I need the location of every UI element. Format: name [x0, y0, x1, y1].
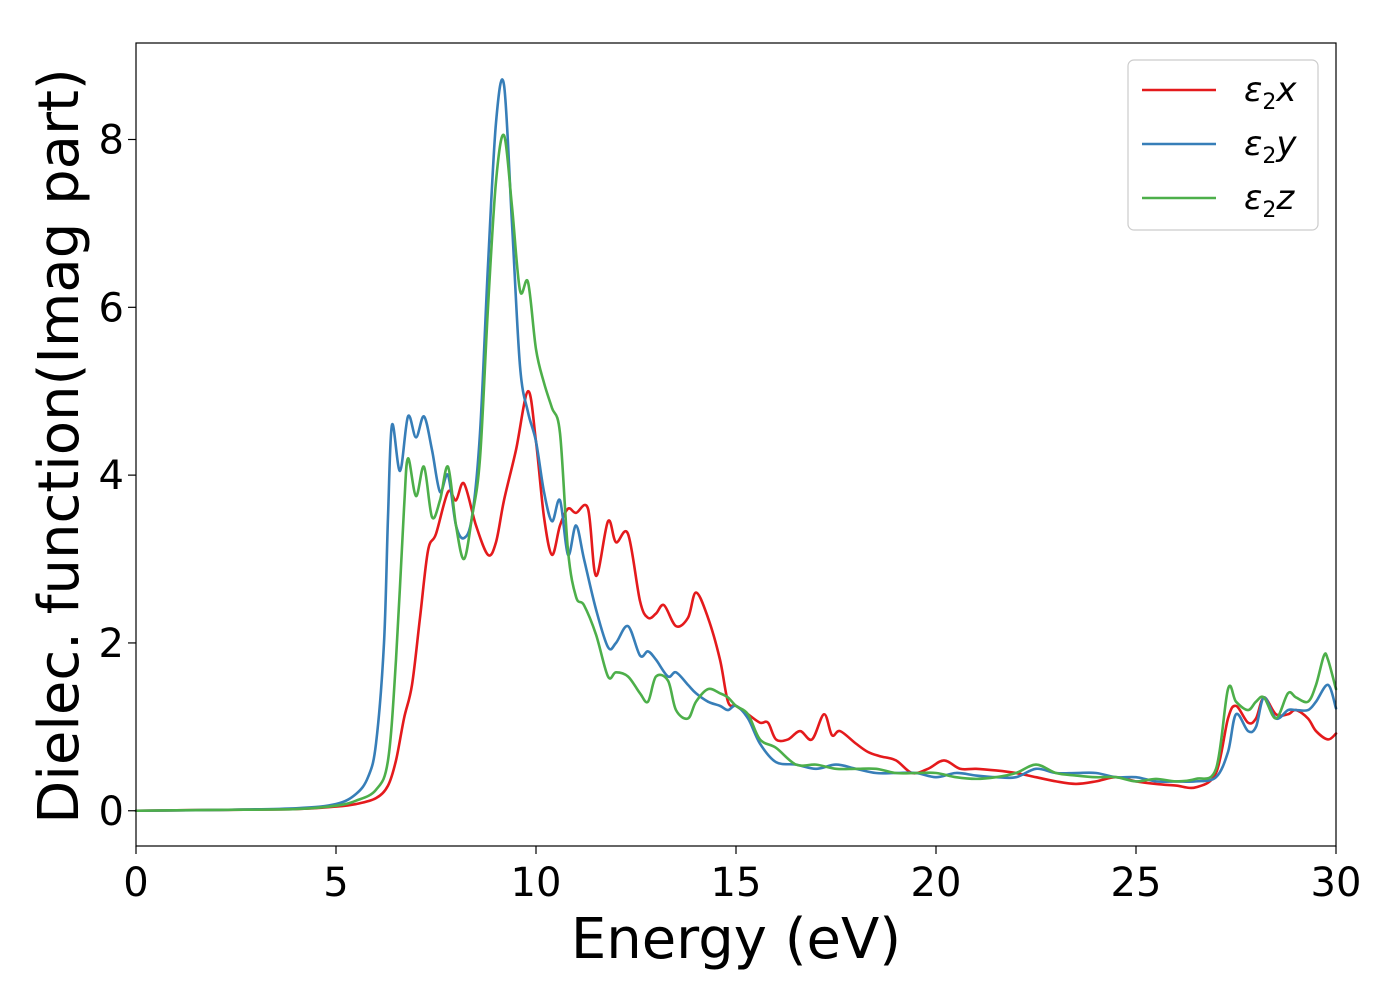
- x-tick-label: 20: [911, 860, 962, 906]
- legend-label-y: ε2y: [1244, 124, 1297, 169]
- legend-label-x: ε2x: [1244, 70, 1297, 115]
- legend: ε2x ε2y ε2z: [1127, 59, 1319, 231]
- y-tick-label: 8: [99, 117, 124, 163]
- legend-box: [1127, 59, 1319, 231]
- y-tick-label: 2: [99, 621, 124, 667]
- x-tick-label: 30: [1311, 860, 1362, 906]
- y-axis: 0 2 4 6 8: [99, 117, 136, 835]
- y-tick-label: 6: [99, 285, 124, 331]
- series-line-z: [134, 133, 1338, 813]
- x-tick-label: 0: [123, 860, 148, 906]
- x-tick-label: 10: [511, 860, 562, 906]
- x-tick-label: 5: [323, 860, 348, 906]
- x-tick-label: 25: [1111, 860, 1162, 906]
- series-lines: [134, 78, 1338, 813]
- y-axis-title: Dielec. function(Imag part): [27, 68, 92, 824]
- series-line-y: [134, 78, 1338, 813]
- x-tick-label: 15: [711, 860, 762, 906]
- x-axis: 0 5 10 15 20 25 30: [123, 846, 1361, 906]
- y-tick-label: 4: [99, 453, 124, 499]
- y-tick-label: 0: [99, 789, 124, 835]
- legend-label-z: ε2z: [1244, 178, 1295, 223]
- x-axis-title: Energy (eV): [571, 907, 901, 972]
